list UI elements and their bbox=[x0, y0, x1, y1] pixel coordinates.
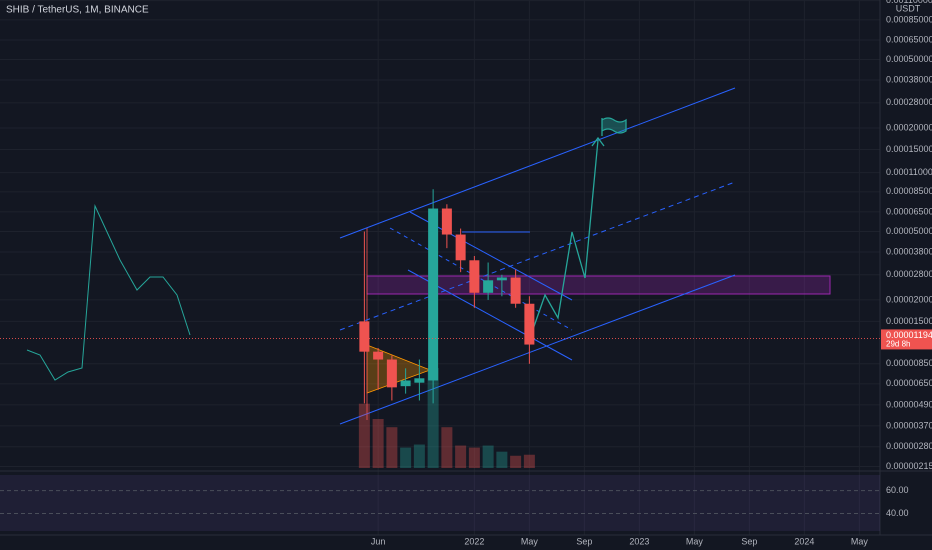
y-tick-label: 0.00000490 bbox=[886, 399, 932, 409]
volume-bar bbox=[455, 445, 467, 468]
candle-body bbox=[386, 359, 397, 388]
x-tick-label: May bbox=[686, 536, 704, 546]
x-tick-label: Jun bbox=[371, 536, 386, 546]
candle-body bbox=[510, 277, 521, 304]
y-tick-label: 0.00002800 bbox=[886, 269, 932, 279]
grid bbox=[0, 0, 880, 535]
y-tick-label: 0.00003800 bbox=[886, 246, 932, 256]
x-tick-label: 2023 bbox=[629, 536, 649, 546]
volume-bar bbox=[427, 368, 439, 468]
candle-body bbox=[524, 303, 535, 345]
candle-body bbox=[359, 321, 370, 352]
projection-arrow bbox=[591, 136, 605, 147]
price-tag bbox=[881, 329, 932, 350]
channel-upper bbox=[339, 87, 736, 239]
y-tick-label: 0.00085000 bbox=[886, 14, 932, 24]
flag-icon bbox=[601, 117, 627, 136]
history-overlay bbox=[26, 204, 191, 381]
y-tick-label: 0.00005000 bbox=[886, 226, 932, 236]
projection bbox=[530, 139, 599, 336]
x-tick-label: Sep bbox=[576, 536, 592, 546]
countdown: 29d 8h bbox=[886, 340, 910, 349]
volume-bar bbox=[482, 445, 494, 468]
candles bbox=[358, 189, 535, 468]
x-tick-label: 2024 bbox=[794, 536, 814, 546]
candle-body bbox=[496, 277, 507, 281]
volume-bar bbox=[510, 455, 522, 468]
channel-lower bbox=[339, 274, 736, 425]
volume-bar bbox=[372, 419, 384, 468]
y-tick-label: 0.00038000 bbox=[886, 74, 932, 84]
price-tag-label: 0.00001194 bbox=[886, 330, 932, 340]
y-tick-label: 0.00000215 bbox=[886, 461, 932, 471]
rsi-band bbox=[0, 475, 880, 531]
x-tick-label: Sep bbox=[741, 536, 757, 546]
volume-bar bbox=[358, 403, 370, 468]
channel-mid bbox=[339, 181, 736, 331]
volume-bar bbox=[400, 447, 412, 468]
candle-body bbox=[414, 378, 425, 383]
y-tick-label: 0.00015000 bbox=[886, 144, 932, 154]
desc-mid bbox=[389, 227, 573, 331]
volume-bar bbox=[386, 427, 398, 468]
candle-body bbox=[428, 208, 439, 381]
y-tick-label: 0.00000850 bbox=[886, 358, 932, 368]
rsi-tick-label: 60.00 bbox=[886, 485, 909, 495]
rsi-tick-label: 40.00 bbox=[886, 508, 909, 518]
x-tick-label: May bbox=[521, 536, 539, 546]
volume-bar bbox=[496, 451, 508, 468]
y-tick-label: 0.00050000 bbox=[886, 54, 932, 64]
candle-body bbox=[483, 280, 494, 293]
y-tick-label: 0.00065000 bbox=[886, 34, 932, 44]
y-tick-label: 0.00002000 bbox=[886, 294, 932, 304]
candle-body bbox=[400, 380, 411, 387]
y-tick-label: 0.00000370 bbox=[886, 420, 932, 430]
chart-title: SHIB / TetherUS, 1M, BINANCE bbox=[6, 5, 149, 16]
y-tick-label: 0.00020000 bbox=[886, 122, 932, 132]
volume-bar bbox=[523, 454, 535, 468]
y-tick-label: 0.00001500 bbox=[886, 316, 932, 326]
candle-body bbox=[469, 260, 480, 293]
y-tick-label: 0.00110000 bbox=[886, 0, 932, 5]
candle-body bbox=[373, 351, 384, 360]
y-tick-label: 0.00006500 bbox=[886, 206, 932, 216]
y-unit: USDT bbox=[896, 3, 921, 13]
y-tick-label: 0.00008500 bbox=[886, 186, 932, 196]
candle-body bbox=[455, 234, 466, 261]
volume-bar bbox=[468, 447, 480, 468]
x-tick-label: 2022 bbox=[464, 536, 484, 546]
volume-bar bbox=[413, 444, 425, 468]
y-tick-label: 0.00011000 bbox=[886, 167, 932, 177]
x-tick-label: May bbox=[851, 536, 869, 546]
price-axis bbox=[880, 0, 932, 535]
candle-body bbox=[441, 208, 452, 235]
volume-bar bbox=[441, 427, 453, 468]
y-tick-label: 0.00000280 bbox=[886, 441, 932, 451]
y-tick-label: 0.00028000 bbox=[886, 97, 932, 107]
y-tick-label: 0.00000650 bbox=[886, 378, 932, 388]
